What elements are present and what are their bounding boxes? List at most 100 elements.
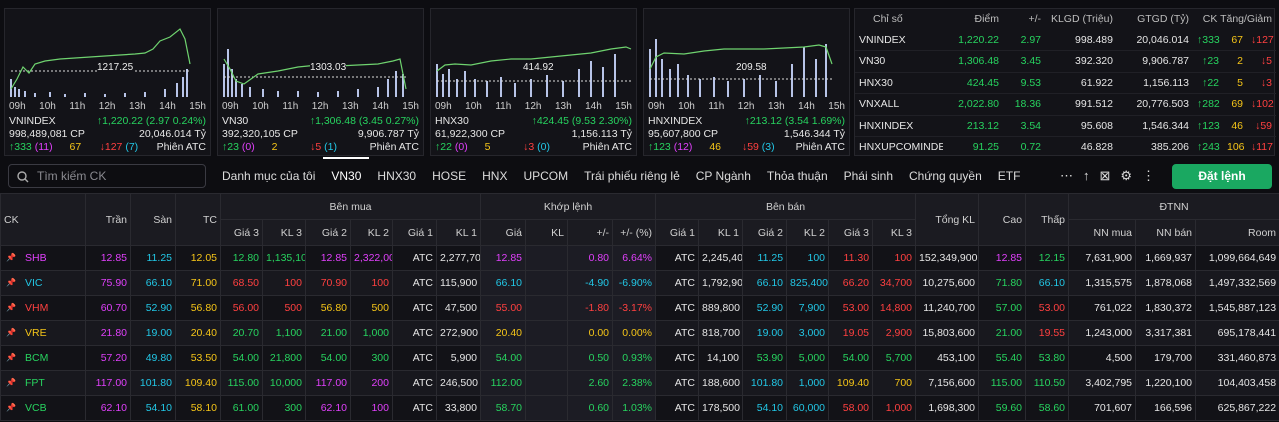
breadth-line: ↑23 (0) 2 ↓5 (1) Phiên ATC	[222, 141, 419, 153]
symbol[interactable]: SHB	[0, 245, 86, 271]
index-cell: 5	[1223, 71, 1247, 94]
index-header: Chỉ số	[873, 13, 903, 26]
up-count: ↑333	[9, 141, 32, 153]
index-cell: ↓5	[1247, 50, 1276, 72]
stock-row[interactable]: VHM60.7052.9056.8056.0050056.80500ATC47,…	[0, 295, 1279, 321]
order-button[interactable]: Đặt lệnh	[1172, 164, 1272, 189]
cell: 2,245,400	[698, 245, 744, 271]
stock-row[interactable]: BCM57.2049.8053.5054.0021,80054.00300ATC…	[0, 345, 1279, 371]
index-header: Điểm	[974, 13, 999, 26]
mini-chart[interactable]: 1217.25 09h 10h 11h 12h 13h 14h 15h VNINDEX ↑1,22…	[4, 8, 211, 156]
time-label: 11h	[69, 101, 86, 112]
cell	[525, 295, 568, 321]
cell: 60,000	[786, 395, 830, 421]
index-row[interactable]: HNXUPCOMINDE 91.25 0.72 46.828 385.206 ↑243 10…	[855, 136, 1276, 158]
cell: -1.80	[567, 295, 613, 321]
cell: 3,402,795	[1068, 370, 1137, 396]
cell: 53.50	[175, 345, 221, 371]
cell: 331,460,873	[1195, 345, 1279, 371]
cell: 53.80	[1025, 345, 1070, 371]
tab[interactable]: HNX	[482, 169, 508, 183]
volume: 61,922,300 CP	[435, 128, 506, 140]
symbol[interactable]: VHM	[0, 295, 86, 321]
time-label: 09h	[648, 101, 665, 112]
mini-chart[interactable]: 1303.03 09h 10h 11h 12h 13h 14h 15h VN30 ↑1,306.4…	[217, 8, 424, 156]
tab[interactable]: HOSE	[432, 169, 467, 183]
column-header: Cao	[978, 193, 1027, 246]
tab[interactable]: Chứng quyền	[909, 169, 982, 183]
tab-list: Danh mục của tôi VN30 HNX30 HOSE HNX UPCOM Trá…	[214, 157, 1028, 192]
column-header: KL	[525, 219, 568, 246]
cell: 695,178,441	[1195, 320, 1279, 346]
cell: 66.10	[1025, 270, 1070, 296]
index-cell: 1,220.22	[958, 33, 999, 46]
cell: 115.00	[978, 370, 1027, 396]
price-line	[436, 46, 632, 72]
tab[interactable]: Phái sinh	[843, 169, 893, 183]
cell: ATC	[655, 245, 700, 271]
cell: 66.10	[480, 270, 526, 296]
price-line	[223, 58, 407, 90]
symbol[interactable]: VRE	[0, 320, 86, 346]
tab[interactable]: VN30	[323, 157, 370, 183]
tab[interactable]: UPCOM	[523, 169, 569, 183]
symbol[interactable]: FPT	[0, 370, 86, 396]
column-header: Giá 3	[828, 219, 874, 246]
cell: 178,500	[698, 395, 744, 421]
cell: 500	[262, 295, 306, 321]
index-cell: VNINDEX	[859, 33, 906, 46]
stock-row[interactable]: VCB62.1054.1058.1061.0030062.10100ATC33,…	[0, 395, 1279, 421]
cell: 14,100	[698, 345, 744, 371]
tab[interactable]: Thỏa thuận	[766, 169, 828, 183]
stock-row[interactable]: FPT117.00101.80109.40115.0010,000117.002…	[0, 370, 1279, 396]
search-box[interactable]: Tìm kiếm CK	[8, 164, 206, 188]
column-header: Giá 1	[392, 219, 437, 246]
cell: 21.00	[305, 320, 351, 346]
index-row[interactable]: VNINDEX 1,220.22 2.97 998.489 20,046.014 ↑333…	[855, 30, 1276, 51]
cell: 0.00%	[611, 320, 657, 346]
price-board: CK Trần Sàn TC Bên mua Khớp lệnh Bên bán Tổng K…	[0, 193, 1279, 421]
index-row[interactable]: HNX30 424.45 9.53 61.922 1,156.113 ↑22 5 ↓3	[855, 71, 1276, 94]
sparkline	[10, 28, 191, 97]
symbol[interactable]: VIC	[0, 270, 86, 296]
cell: 14,800	[872, 295, 917, 321]
index-name: HNX30	[435, 115, 469, 127]
index-name: VN30	[222, 115, 249, 127]
cell: 58.70	[480, 395, 526, 421]
stock-row[interactable]: VRE21.8019.0020.4020.701,10021.001,000AT…	[0, 320, 1279, 346]
index-row[interactable]: HNXINDEX 213.12 3.54 95.608 1,546.344 ↑123 46 ↓…	[855, 114, 1276, 137]
breadth: ↑123 (12) 46	[648, 141, 721, 153]
symbol[interactable]: BCM	[0, 345, 86, 371]
index-row[interactable]: VN30 1,306.48 3.45 392.320 9,906.787 ↑23 2 ↓5	[855, 50, 1276, 72]
tab[interactable]: Danh mục của tôi	[222, 169, 316, 183]
symbol[interactable]: VCB	[0, 395, 86, 421]
cell: ATC	[392, 345, 437, 371]
value: 1,156.113 Tỷ	[571, 128, 632, 140]
mini-chart[interactable]: 209.58 09h 10h 11h 12h 13h 14h 15h HNXINDEX ↑213.…	[643, 8, 850, 156]
cell: 200	[350, 370, 393, 396]
cell: 54.00	[305, 345, 351, 371]
tab[interactable]: CP Ngành	[695, 169, 751, 183]
mini-chart[interactable]: 414.92 09h 10h 11h 12h 13h 14h 15h HNX30 ↑424.45 …	[430, 8, 637, 156]
toolbar-icons[interactable]: ⋯↑⊠⚙⋮	[1060, 168, 1166, 183]
cell: 0.60	[567, 395, 613, 421]
tab[interactable]: ETF	[997, 169, 1021, 183]
cell: 12.80	[220, 245, 263, 271]
column-header: NN mua	[1068, 219, 1137, 246]
index-cell: 20,776.503	[1117, 93, 1193, 115]
cell: -3.17%	[611, 295, 657, 321]
stock-row[interactable]: SHB12.8511.2512.0512.801,135,10012.852,3…	[0, 245, 1279, 271]
cell: 56.80	[305, 295, 351, 321]
tab[interactable]: HNX30	[377, 169, 417, 183]
time-label: 09h	[435, 101, 452, 112]
column-header: KL 1	[436, 219, 481, 246]
tab[interactable]: Trái phiếu riêng lẻ	[584, 169, 680, 183]
cell: 12.85	[978, 245, 1027, 271]
index-row[interactable]: VNXALL 2,022.80 18.36 991.512 20,776.503 ↑282…	[855, 93, 1276, 115]
cell: -6.90%	[611, 270, 657, 296]
group-header: ĐTNN	[1068, 193, 1279, 220]
cell: ATC	[392, 270, 437, 296]
cell: 6.64%	[611, 245, 657, 271]
cell: 70.90	[305, 270, 351, 296]
stock-row[interactable]: VIC75.9066.1071.0068.5010070.90100ATC115…	[0, 270, 1279, 296]
